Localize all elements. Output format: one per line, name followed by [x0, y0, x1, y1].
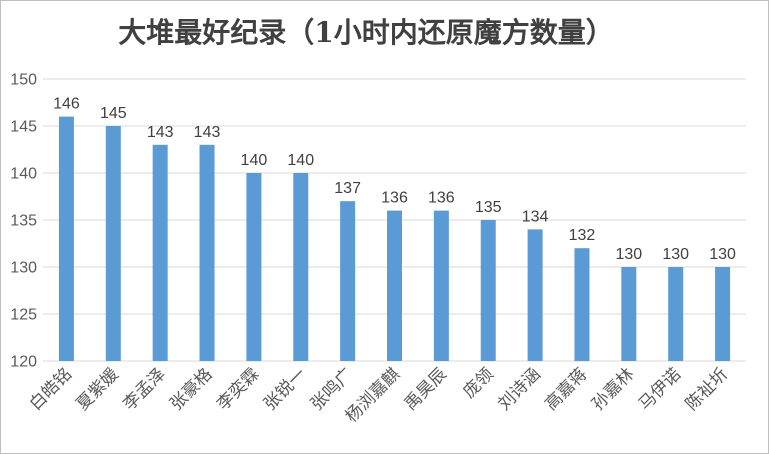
data-label: 136	[381, 190, 408, 207]
x-tick-label: 张锐一	[260, 364, 310, 414]
bar	[246, 173, 262, 361]
bar	[715, 267, 731, 361]
data-labels: 146 145 143 143 140 140 137 136 136 135 134 132 130 1…	[53, 96, 736, 263]
data-label: 137	[334, 180, 361, 197]
data-label: 130	[662, 246, 689, 263]
data-label: 140	[287, 152, 314, 169]
y-axis: 120 125 130 135 140 145 150	[10, 72, 37, 371]
bar	[293, 173, 309, 361]
bar	[668, 267, 684, 361]
x-tick-label: 马伊诺	[635, 364, 685, 414]
data-label: 134	[522, 208, 549, 225]
data-label: 130	[709, 246, 736, 263]
chart-title: 大堆最好纪录（1小时内还原魔方数量）	[118, 16, 614, 49]
y-tick-label: 140	[10, 166, 37, 183]
x-tick-label: 张豪格	[166, 364, 217, 415]
bar	[433, 210, 449, 361]
data-label: 140	[241, 152, 268, 169]
bar	[58, 116, 74, 361]
x-tick-label: 孙嘉林	[588, 364, 638, 414]
x-tick-label: 李奕霖	[213, 364, 263, 414]
data-label: 132	[569, 227, 596, 244]
data-label: 136	[428, 190, 455, 207]
bar	[527, 229, 543, 361]
x-tick-label: 庞领	[460, 364, 498, 402]
y-tick-label: 135	[10, 213, 37, 230]
data-label: 143	[194, 124, 221, 141]
bar	[387, 210, 402, 361]
x-tick-label: 陈祉圻	[682, 364, 732, 414]
data-label: 135	[475, 199, 502, 216]
y-tick-label: 145	[10, 119, 37, 136]
bar	[340, 201, 356, 361]
bar	[574, 248, 590, 361]
data-label: 145	[100, 105, 127, 122]
y-tick-label: 125	[10, 307, 37, 324]
x-tick-label: 高嘉蒋	[541, 364, 591, 414]
bar	[480, 220, 496, 361]
x-tick-label: 禹昊辰	[401, 364, 451, 414]
x-tick-label: 白皓铭	[26, 364, 76, 414]
data-label: 130	[615, 246, 642, 263]
y-tick-label: 150	[10, 72, 37, 89]
data-label: 143	[147, 124, 174, 141]
bar	[199, 144, 215, 361]
x-tick-label: 夏紫媛	[73, 364, 123, 414]
y-tick-label: 120	[10, 354, 37, 371]
bar	[152, 144, 168, 361]
data-label: 146	[53, 96, 80, 113]
bar	[621, 267, 637, 361]
bar	[105, 126, 121, 361]
x-tick-label: 李孟泽	[119, 364, 169, 414]
y-tick-label: 130	[10, 260, 37, 277]
x-tick-label: 刘诗涵	[494, 364, 544, 414]
bars	[58, 116, 731, 361]
